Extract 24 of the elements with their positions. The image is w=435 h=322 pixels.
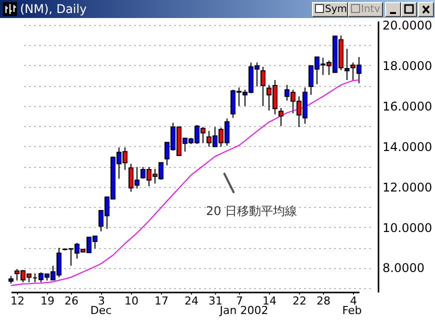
y-tick-label: 20.0000 xyxy=(382,18,432,33)
intv-button: Intv xyxy=(348,2,383,17)
x-tick-label: 19 xyxy=(40,294,54,308)
candlestick xyxy=(278,107,284,126)
y-tick-label: 12.0000 xyxy=(382,180,432,194)
x-tick-label: 28 xyxy=(316,294,330,308)
x-tick-label: 26 xyxy=(64,294,78,308)
y-tick-label: 8.0000 xyxy=(382,261,424,276)
y-tick-label: 14.0000 xyxy=(382,140,432,154)
x-tick-label: 24 xyxy=(184,294,198,308)
line-series xyxy=(10,80,360,286)
x-tick-label: 10 xyxy=(124,294,138,308)
x-tick-label: 17 xyxy=(154,294,168,308)
annotation: 20 日移動平均線 xyxy=(206,203,298,220)
x-tick-label: 12 xyxy=(10,294,24,308)
y-tick-label: 18.0000 xyxy=(382,58,432,73)
y-tick-label: 16.0000 xyxy=(382,99,432,114)
chart-title: (NM), Daily xyxy=(20,2,87,16)
y-tick-label: 10.0000 xyxy=(382,220,432,235)
sym-button: Sym xyxy=(312,2,348,17)
candlestick xyxy=(344,48,350,81)
candlestick xyxy=(260,66,266,107)
x-tick-label: 31 xyxy=(208,294,222,308)
x-tick-label: 22 xyxy=(292,294,306,308)
